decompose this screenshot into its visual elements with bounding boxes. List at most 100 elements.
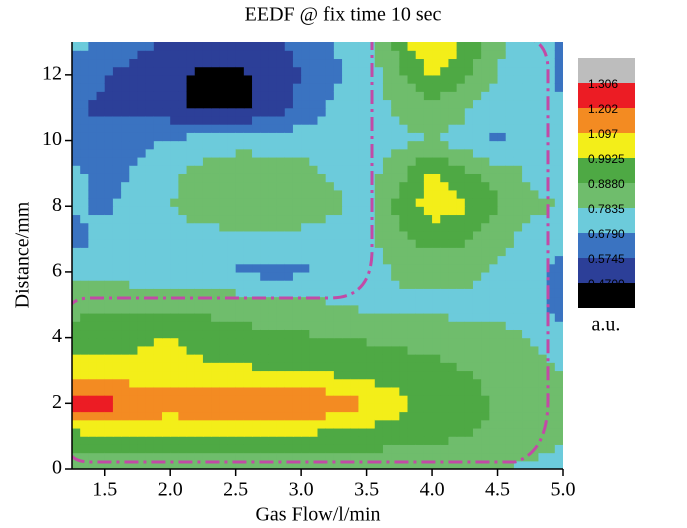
contour-cell <box>72 354 81 363</box>
contour-cell <box>554 148 563 158</box>
contour-cell <box>129 222 139 232</box>
contour-cell <box>104 436 114 445</box>
contour-cell <box>489 288 499 298</box>
contour-cell <box>464 214 474 224</box>
contour-cell <box>489 354 499 363</box>
contour-cell <box>513 189 523 199</box>
contour-cell <box>202 362 212 372</box>
contour-cell <box>374 115 384 125</box>
contour-cell <box>137 452 147 462</box>
contour-cell <box>538 403 548 413</box>
contour-cell <box>227 148 237 158</box>
contour-cell <box>243 115 253 125</box>
contour-cell <box>546 419 556 429</box>
contour-cell <box>464 124 474 133</box>
contour-cell <box>317 337 327 347</box>
contour-cell <box>178 107 188 117</box>
contour-cell <box>317 271 327 281</box>
contour-cell <box>112 271 122 281</box>
contour-cell <box>538 280 548 289</box>
contour-cell <box>227 427 237 437</box>
contour-cell <box>415 222 425 232</box>
colorbar-label: 0.5745 <box>588 252 625 266</box>
contour-cell <box>464 345 474 355</box>
contour-cell <box>472 132 482 142</box>
contour-cell <box>170 403 179 413</box>
contour-cell <box>129 362 139 372</box>
contour-cell <box>88 386 98 396</box>
contour-cell <box>333 148 343 158</box>
contour-cell <box>202 378 212 388</box>
contour-cell <box>219 132 229 142</box>
contour-cell <box>129 321 139 331</box>
contour-cell <box>415 452 425 462</box>
contour-cell <box>325 263 335 273</box>
contour-cell <box>497 214 507 224</box>
contour-cell <box>325 132 335 142</box>
contour-cell <box>415 189 425 199</box>
contour-cell <box>440 411 450 421</box>
contour-cell <box>235 230 245 240</box>
contour-cell <box>137 198 147 207</box>
contour-cell <box>178 42 188 51</box>
contour-cell <box>178 403 188 413</box>
contour-cell <box>211 148 220 158</box>
contour-cell <box>415 354 425 363</box>
contour-cell <box>522 91 531 101</box>
contour-cell <box>227 189 237 199</box>
contour-cell <box>554 99 563 109</box>
contour-cell <box>448 132 458 142</box>
contour-cell <box>481 304 490 314</box>
contour-cell <box>497 66 507 76</box>
contour-cell <box>96 124 106 133</box>
contour-cell <box>260 362 269 372</box>
contour-cell <box>366 74 376 84</box>
contour-cell <box>243 345 253 355</box>
contour-cell <box>382 58 392 68</box>
contour-cell <box>538 378 548 388</box>
contour-cell <box>309 411 319 421</box>
contour-cell <box>432 427 441 437</box>
contour-cell <box>497 247 507 257</box>
contour-cell <box>301 66 310 76</box>
contour-cell <box>440 312 450 322</box>
contour-cell <box>268 124 278 133</box>
contour-cell <box>219 419 229 429</box>
contour-cell <box>301 239 310 248</box>
contour-cell <box>399 296 409 306</box>
contour-cell <box>194 83 204 92</box>
contour-cell <box>145 91 155 101</box>
contour-cell <box>219 386 229 396</box>
contour-cell <box>489 444 499 454</box>
contour-cell <box>481 370 490 380</box>
contour-cell <box>325 354 335 363</box>
contour-cell <box>407 460 417 469</box>
contour-cell <box>268 173 278 183</box>
contour-cell <box>88 156 98 166</box>
contour-cell <box>342 91 351 101</box>
contour-cell <box>522 403 531 413</box>
contour-cell <box>342 230 351 240</box>
contour-cell <box>72 83 81 92</box>
contour-cell <box>72 329 81 339</box>
contour-cell <box>260 156 269 166</box>
contour-cell <box>227 288 237 298</box>
contour-cell <box>194 280 204 289</box>
contour-cell <box>96 337 106 347</box>
contour-cell <box>554 452 563 462</box>
contour-cell <box>325 173 335 183</box>
contour-cell <box>317 124 327 133</box>
contour-cell <box>260 239 269 248</box>
contour-cell <box>235 304 245 314</box>
contour-cell <box>497 288 507 298</box>
contour-cell <box>235 74 245 84</box>
contour-cell <box>472 198 482 207</box>
contour-cell <box>464 206 474 216</box>
contour-cell <box>382 362 392 372</box>
contour-cell <box>399 198 409 207</box>
contour-cell <box>80 214 89 224</box>
contour-cell <box>489 140 499 150</box>
contour-cell <box>554 271 563 281</box>
contour-cell <box>162 99 171 109</box>
contour-cell <box>162 173 171 183</box>
